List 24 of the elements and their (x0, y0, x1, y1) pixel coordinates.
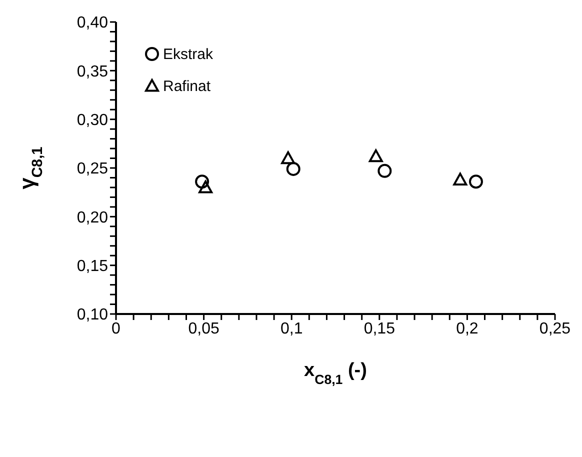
y-tick-label: 0,20 (76, 209, 108, 226)
y-tick-label: 0,15 (76, 258, 108, 276)
x-tick-label: 0,15 (364, 320, 396, 338)
x-tick-label: 0,1 (280, 320, 303, 338)
x-axis-title: x$_{C8,1}$ (-) (304, 360, 367, 386)
y-tick-label: 0,40 (76, 14, 108, 32)
point (378, 164, 392, 178)
x-tick-label: 0,2 (456, 320, 478, 338)
x-tick-label: 0,25 (539, 320, 571, 338)
legend-label: Rafinat (163, 78, 211, 94)
point (453, 172, 468, 186)
point (468, 174, 483, 189)
point (195, 174, 210, 189)
point (368, 149, 383, 162)
point (281, 151, 296, 164)
y-tick-label: 0,35 (76, 63, 108, 80)
y-tick-label: 0,10 (76, 306, 108, 324)
point (286, 162, 300, 176)
legend-label: Ekstrak (163, 46, 214, 62)
x-tick-label: 0 (112, 320, 121, 338)
y-tick-label: 0,30 (76, 112, 108, 130)
y-tick-label: 0,25 (76, 160, 108, 178)
x-tick-label: 0,05 (188, 320, 220, 338)
point (198, 180, 213, 194)
